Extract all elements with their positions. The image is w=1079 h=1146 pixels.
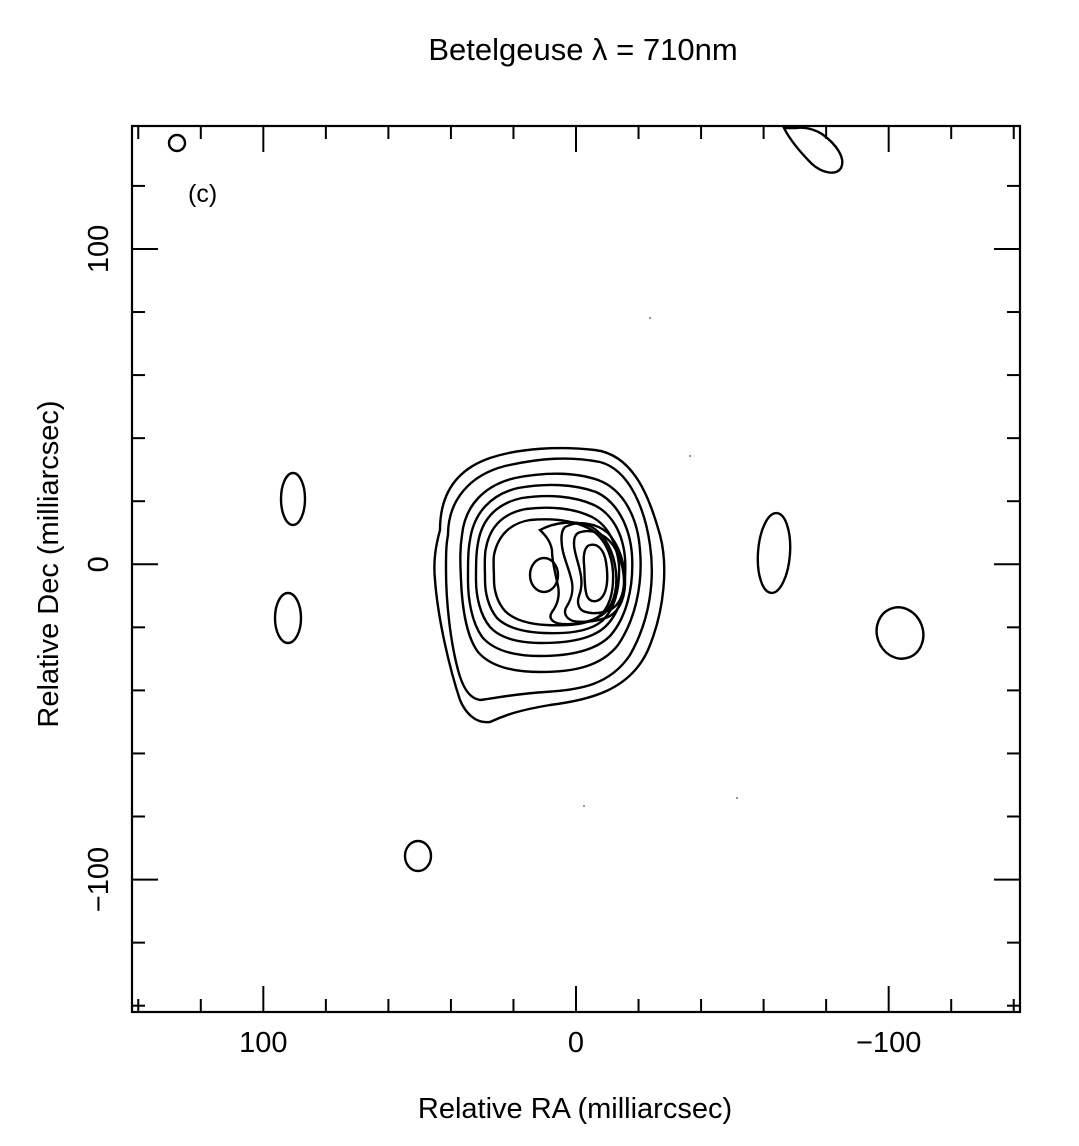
contour-level-3 [459,472,642,674]
contour-level-9 [560,521,627,623]
contour-level-6 [483,506,621,635]
noise-dot [736,797,738,799]
axis-ticks [132,126,1020,1012]
plot-frame [130,124,1022,1014]
small-contour-7 [782,126,844,174]
small-contour-3 [403,839,433,873]
x-tick-label: −100 [856,1027,921,1059]
x-tick-label: 100 [239,1027,287,1059]
peak-contour-west [582,543,609,603]
contour-level-10 [572,529,626,615]
noise-dot [689,455,691,457]
x-tick-label: 0 [568,1027,584,1059]
chart-title: Betelgeuse λ = 710nm [428,32,737,67]
noise-dot [649,317,651,319]
small-contour-6 [875,606,925,660]
y-axis-label: Relative Dec (milliarcsec) [33,400,65,727]
small-contour-5 [756,511,792,595]
small-contour-4 [167,133,187,153]
peak-contour-east [528,556,560,594]
noise-dot [583,805,585,807]
contour-level-2 [444,457,653,702]
contour-level-5 [474,494,627,645]
y-tick-label: 0 [83,556,115,572]
y-tick-label: −100 [83,847,115,912]
central-source-contours [433,446,666,724]
noise-dots [583,317,738,807]
panel-label: (c) [188,180,217,208]
small-contour-1 [279,471,307,527]
y-tick-label: 100 [83,225,115,273]
contour-level-1 [433,446,666,724]
small-contours [167,126,925,873]
y-tick-labels: 100 0 −100 [83,225,115,912]
x-axis-label: Relative RA (milliarcsec) [418,1093,732,1125]
small-contour-2 [273,591,303,645]
contour-level-4 [466,483,634,658]
x-tick-labels: 100 0 −100 [239,1027,921,1059]
